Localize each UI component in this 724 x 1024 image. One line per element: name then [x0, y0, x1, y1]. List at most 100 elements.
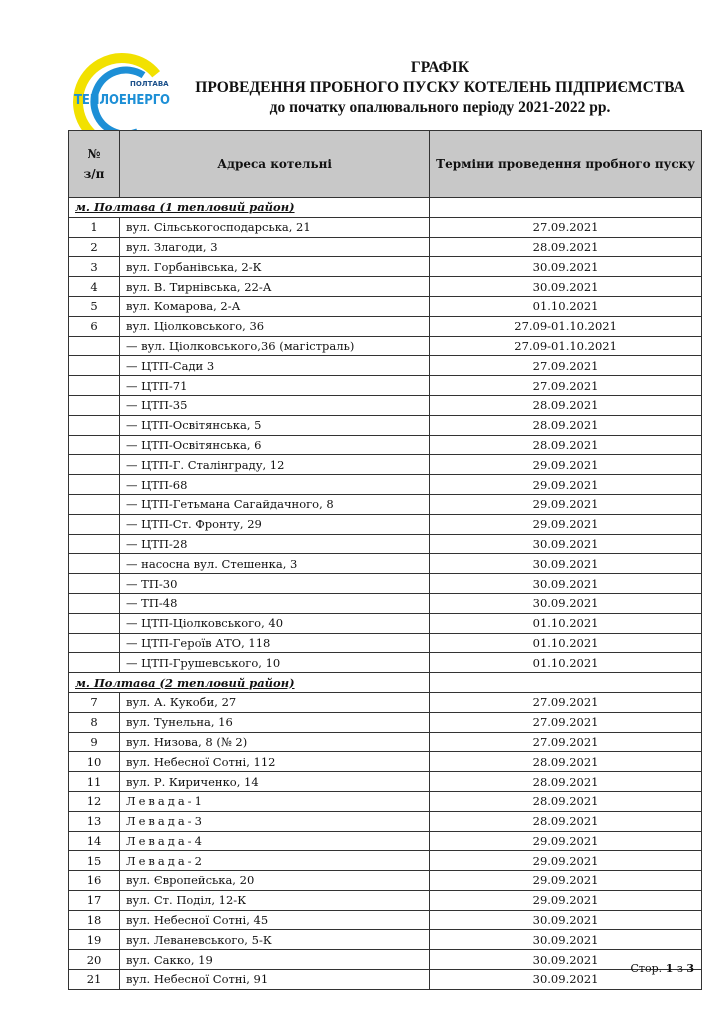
row-number: 3: [67, 256, 121, 278]
row-address: вул. Сільськогосподарська, 21: [119, 216, 431, 238]
table-row: 2 вул. Злагоди, 3 28.09.2021: [67, 236, 702, 258]
table-row: — ЦТП-Г. Сталінграду, 12 29.09.2021: [67, 454, 702, 476]
row-number: [67, 355, 121, 377]
row-date: 27.09-01.10.2021: [429, 335, 702, 357]
table-body: м. Полтава (1 тепловий район) 1 вул. Сільс…: [67, 197, 702, 990]
group-title: м. Полтава (2 тепловий район): [67, 672, 431, 693]
row-address: — ЦТП-71: [119, 375, 431, 396]
page-sep: з: [676, 962, 683, 975]
row-date: 01.10.2021: [429, 632, 702, 654]
row-address: — ЦТП-Освітянська, 6: [119, 434, 431, 456]
table-row: 5 вул. Комарова, 2-А 01.10.2021: [67, 295, 702, 317]
group-date-cell: [429, 672, 702, 693]
row-number: 8: [67, 711, 121, 733]
table-row: 17 вул. Ст. Поділ, 12-К 29.09.2021: [67, 889, 702, 911]
row-number: [67, 414, 121, 436]
row-number: 5: [67, 295, 121, 317]
row-address: — ТП-48: [119, 592, 431, 614]
row-date: 29.09.2021: [429, 474, 702, 495]
table-row: 11 вул. Р. Кириченко, 14 28.09.2021: [67, 771, 702, 792]
group-title: м. Полтава (1 тепловий район): [67, 197, 431, 218]
table-row: — ЦТП-Сади 3 27.09.2021: [67, 355, 702, 377]
row-date: 30.09.2021: [429, 553, 702, 575]
row-number: 14: [67, 830, 121, 852]
row-number: 15: [67, 850, 121, 872]
row-address: Левада-2: [119, 850, 431, 872]
table-row: — ЦТП-28 30.09.2021: [67, 533, 702, 555]
row-date: 28.09.2021: [429, 771, 702, 792]
row-date: 29.09.2021: [429, 850, 702, 872]
row-date: 30.09.2021: [429, 909, 702, 931]
row-number: 19: [67, 929, 121, 951]
row-date: 28.09.2021: [429, 790, 702, 812]
row-number: [67, 533, 121, 555]
row-number: [67, 553, 121, 575]
page-number: Стор. 1 з 3: [631, 962, 694, 975]
row-number: 7: [67, 691, 121, 713]
row-address: вул. Ціолковського, 36: [119, 315, 431, 337]
row-address: вул. Комарова, 2-А: [119, 295, 431, 317]
table-row: 4 вул. В. Тирнівська, 22-А 30.09.2021: [67, 276, 702, 297]
row-date: 29.09.2021: [429, 870, 702, 891]
table-row: — ТП-48 30.09.2021: [67, 592, 702, 614]
row-address: вул. Горбанівська, 2-К: [119, 256, 431, 278]
row-address: вул. Низова, 8 (№ 2): [119, 731, 431, 753]
svg-text:ПОЛТАВА: ПОЛТАВА: [130, 80, 169, 88]
row-number: [67, 652, 121, 674]
row-address: вул. Небесної Сотні, 112: [119, 751, 431, 773]
table-row: — ЦТП-Грушевського, 10 01.10.2021: [67, 652, 702, 674]
row-date: 29.09.2021: [429, 889, 702, 911]
row-address: — ЦТП-Сади 3: [119, 355, 431, 377]
row-address: вул. Р. Кириченко, 14: [119, 771, 431, 792]
row-number: 1: [67, 216, 121, 238]
table-row: 16 вул. Європейська, 20 29.09.2021: [67, 870, 702, 891]
table-row: 20 вул. Сакко, 19 30.09.2021: [67, 949, 702, 971]
table-row: 10 вул. Небесної Сотні, 112 28.09.2021: [67, 751, 702, 773]
row-date: 28.09.2021: [429, 810, 702, 832]
row-number: [67, 592, 121, 614]
row-address: вул. Сакко, 19: [119, 949, 431, 971]
row-date: 27.09-01.10.2021: [429, 315, 702, 337]
row-number: 17: [67, 889, 121, 911]
svg-text:ТЕПЛОЕНЕРГО: ТЕПЛОЕНЕРГО: [74, 93, 170, 108]
row-address: вул. Європейська, 20: [119, 870, 431, 891]
table-row: 12 Левада-1 28.09.2021: [67, 790, 702, 812]
row-date: 28.09.2021: [429, 414, 702, 436]
row-date: 29.09.2021: [429, 493, 702, 515]
row-number: 9: [67, 731, 121, 753]
row-address: — ЦТП-Ст. Фронту, 29: [119, 513, 431, 535]
row-number: [67, 335, 121, 357]
row-address: — ЦТП-Героїв АТО, 118: [119, 632, 431, 654]
table-row: 13 Левада-3 28.09.2021: [67, 810, 702, 832]
table-row: 9 вул. Низова, 8 (№ 2) 27.09.2021: [67, 731, 702, 753]
row-address: — ЦТП-Ціолковського, 40: [119, 612, 431, 634]
row-number: [67, 493, 121, 515]
total-pages: 3: [686, 962, 694, 975]
row-address: вул. Тунельна, 16: [119, 711, 431, 733]
row-address: вул. А. Кукоби, 27: [119, 691, 431, 713]
table-row: — ЦТП-71 27.09.2021: [67, 375, 702, 396]
row-number: [67, 394, 121, 416]
table-row: — ЦТП-Ціолковського, 40 01.10.2021: [67, 612, 702, 634]
page-prefix: Стор.: [630, 962, 663, 975]
row-number: 18: [67, 909, 121, 931]
table-row: — ЦТП-68 29.09.2021: [67, 474, 702, 495]
document-title: ГРАФІК ПРОВЕДЕННЯ ПРОБНОГО ПУСКУ КОТЕЛЕН…: [180, 58, 700, 118]
row-number: [67, 434, 121, 456]
row-number: 4: [67, 276, 121, 297]
row-number: [67, 513, 121, 535]
row-address: — ЦТП-35: [119, 394, 431, 416]
row-address: — ЦТП-Грушевського, 10: [119, 652, 431, 674]
table-row: — ЦТП-Освітянська, 5 28.09.2021: [67, 414, 702, 436]
row-address: — ЦТП-68: [119, 474, 431, 495]
group-date-cell: [429, 197, 702, 218]
row-address: Левада-4: [119, 830, 431, 852]
table-row: 1 вул. Сільськогосподарська, 21 27.09.2021: [67, 216, 702, 238]
table-row: — ЦТП-Ст. Фронту, 29 29.09.2021: [67, 513, 702, 535]
row-date: 28.09.2021: [429, 394, 702, 416]
row-address: вул. Леваневського, 5-К: [119, 929, 431, 951]
row-date: 01.10.2021: [429, 612, 702, 634]
row-date: 28.09.2021: [429, 236, 702, 258]
row-number: 10: [67, 751, 121, 773]
header-dates: Терміни проведення пробного пуску: [429, 130, 702, 198]
